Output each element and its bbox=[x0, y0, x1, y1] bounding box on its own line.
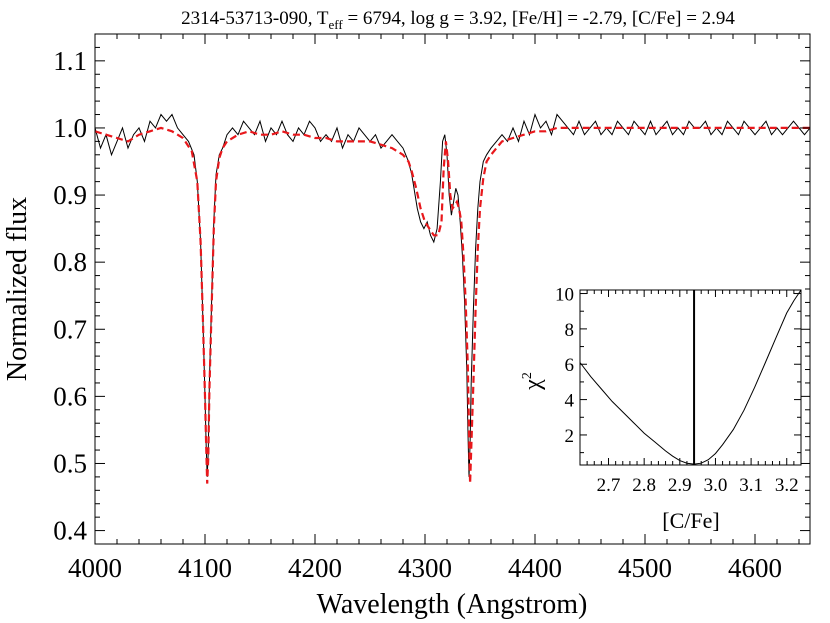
y-tick-label-5: 0.9 bbox=[53, 180, 87, 210]
inset-x-tick-label-2: 2.9 bbox=[668, 475, 692, 496]
main-x-axis: 4000 4100 4200 4300 4400 4500 4600 bbox=[68, 34, 800, 583]
series-line-model bbox=[94, 126, 810, 484]
y-tick-label-4: 0.8 bbox=[53, 247, 87, 277]
inset-x-axis-label: [C/Fe] bbox=[662, 508, 719, 533]
inset-y-tick-label-0: 2 bbox=[565, 426, 575, 447]
title-part-parameters: = 6794, log g = 3.92, [Fe/H] = -2.79, [C… bbox=[343, 8, 736, 29]
x-tick-label-0: 4000 bbox=[68, 553, 122, 583]
x-axis-label: Wavelength (Angstrom) bbox=[317, 589, 588, 620]
inset-y-tick-label-1: 4 bbox=[565, 391, 575, 412]
inset-x-tick-label-1: 2.8 bbox=[632, 475, 656, 496]
inset-y-tick-label-4: 10 bbox=[555, 285, 574, 306]
inset-y-tick-label-2: 6 bbox=[565, 355, 575, 376]
inset-x-tick-label-5: 3.2 bbox=[775, 475, 799, 496]
inset-y-axis: 2 4 6 8 10 bbox=[555, 285, 801, 454]
x-tick-label-3: 4300 bbox=[398, 553, 452, 583]
inset-x-axis: 2.7 2.8 2.9 3.0 3.1 3.2 bbox=[579, 290, 802, 496]
y-tick-label-1: 0.5 bbox=[53, 448, 87, 478]
x-tick-label-6: 4600 bbox=[728, 553, 782, 583]
chart-title: 2314-53713-090, Teff = 6794, log g = 3.9… bbox=[181, 8, 735, 32]
x-tick-label-1: 4100 bbox=[178, 553, 232, 583]
inset-x-tick-label-0: 2.7 bbox=[597, 475, 621, 496]
y-axis-label: Normalized flux bbox=[2, 197, 33, 381]
y-tick-label-0: 0.4 bbox=[53, 516, 87, 546]
inset-y-axis-label: χ2 bbox=[520, 372, 546, 391]
inset-x-tick-label-4: 3.1 bbox=[739, 475, 763, 496]
inset-y-label-superscript: 2 bbox=[520, 372, 535, 379]
y-tick-label-3: 0.7 bbox=[53, 314, 87, 344]
main-series-group bbox=[94, 112, 811, 484]
y-tick-label-2: 0.6 bbox=[53, 381, 87, 411]
title-teff-subscript: eff bbox=[328, 17, 343, 32]
inset-y-tick-label-3: 8 bbox=[565, 320, 575, 341]
x-tick-label-2: 4200 bbox=[288, 553, 342, 583]
x-tick-label-4: 4400 bbox=[508, 553, 562, 583]
y-tick-label-7: 1.1 bbox=[53, 46, 87, 76]
title-part-id: 2314-53713-090, T bbox=[181, 8, 329, 29]
inset-x-tick-label-3: 3.0 bbox=[704, 475, 728, 496]
y-tick-label-6: 1.0 bbox=[53, 113, 87, 143]
main-y-axis: 0.4 0.5 0.6 0.7 0.8 0.9 1.0 1.1 bbox=[53, 46, 810, 546]
inset-plot-frame bbox=[579, 289, 802, 466]
main-plot: 4000 4100 4200 4300 4400 4500 4600 0.40.50.60.… bbox=[2, 8, 811, 620]
inset-y-label-chi: χ bbox=[520, 379, 546, 391]
x-tick-label-5: 4500 bbox=[618, 553, 672, 583]
